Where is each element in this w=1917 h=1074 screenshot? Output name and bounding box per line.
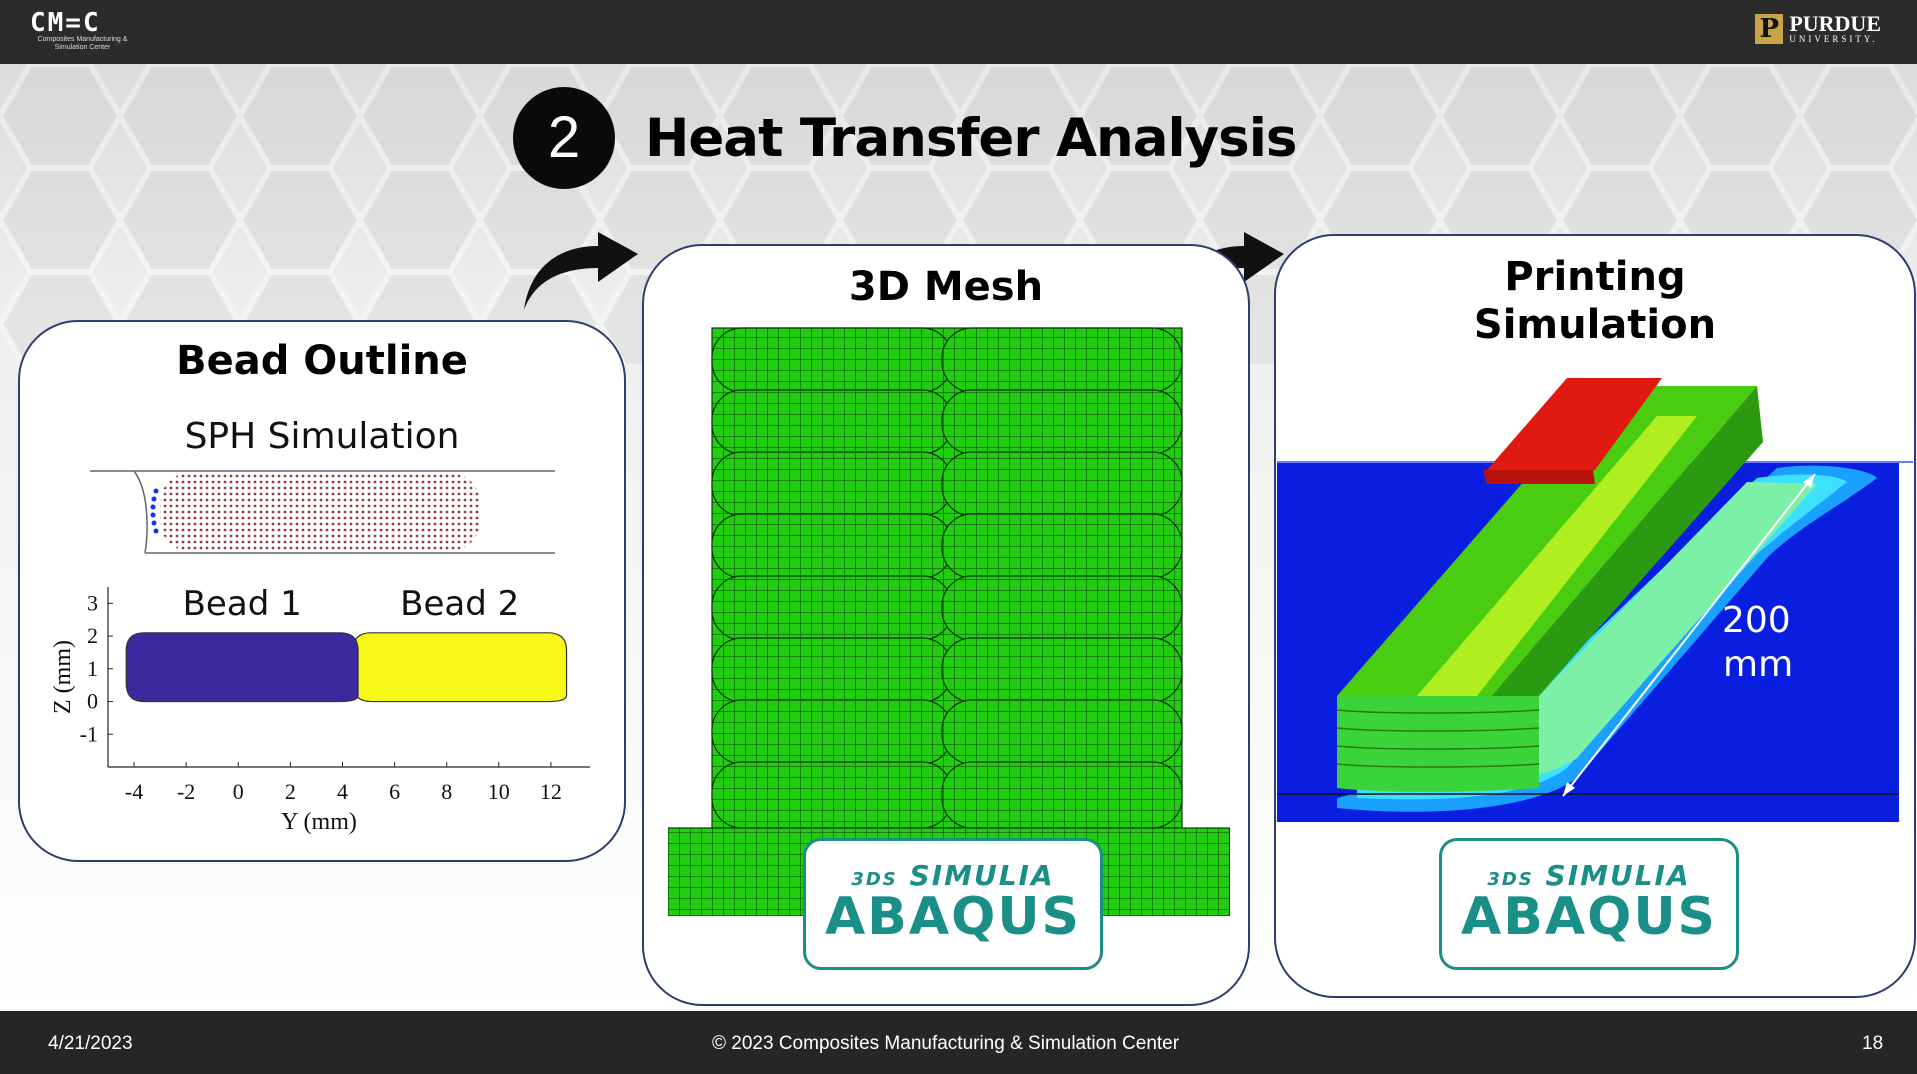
mesh-image [668,327,1230,916]
y-tick-label: -1 [80,721,98,746]
x-tick-label: 0 [233,779,244,804]
cmsc-logo-mark: CM=C [30,8,101,38]
panel-title-line2: Simulation [1473,302,1717,348]
header-bar: CM=C Composites Manufacturing & Simulati… [0,0,1917,64]
footer-date: 4/21/2023 [48,1033,133,1054]
arrow-icon [524,232,638,310]
sph-simulation-label: SPH Simulation [184,416,460,457]
purdue-p-icon: P [1755,14,1784,44]
x-tick-label: 2 [285,779,296,804]
3ds-icon: 3DS [851,869,898,890]
x-tick-label: 4 [337,779,348,804]
purdue-university: UNIVERSITY. [1789,34,1878,44]
purdue-name: PURDUE [1789,11,1881,36]
x-tick-label: 12 [540,779,562,804]
x-tick-label: 10 [488,779,510,804]
dimension-unit: mm [1723,644,1794,685]
bead-2-shape [352,632,568,703]
panel-title: 3D Mesh [848,264,1044,310]
cmsc-logo-subtitle: Composites Manufacturing & Simulation Ce… [37,36,128,51]
abaqus-wordmark: ABAQUS [1460,887,1717,947]
x-tick-label: -2 [177,779,195,804]
panel-title-line1: Printing [1504,254,1686,300]
footer-bar: 4/21/2023 © 2023 Composites Manufacturin… [0,1011,1917,1074]
y-tick-label: 2 [87,623,98,648]
y-axis-label: Z (mm) [50,640,76,714]
slide-number: 18 [1862,1033,1884,1054]
abaqus-logo: 3DS SIMULIA ABAQUS [1439,838,1739,970]
x-axis-label: Y (mm) [281,809,357,835]
arrow-icon [1170,232,1284,310]
purdue-logo: P PURDUE UNIVERSITY. [1755,11,1881,44]
cmsc-logo: CM=C Composites Manufacturing & Simulati… [30,10,135,52]
bead-1-shape [125,632,359,703]
simulia-wordmark: 3DS SIMULIA [1487,859,1691,892]
x-tick-label: 6 [389,779,400,804]
series-label: Bead 2 [400,584,519,624]
footer-copyright: © 2023 Composites Manufacturing & Simula… [712,1033,1180,1054]
y-tick-label: 0 [87,689,98,714]
y-tick-label: 1 [87,656,98,681]
3ds-icon: 3DS [1487,869,1534,890]
step-number-badge: 2 [513,87,615,189]
simulia-wordmark: 3DS SIMULIA [851,859,1055,892]
page-title: Heat Transfer Analysis [645,108,1297,169]
y-tick-label: 3 [87,590,98,615]
panel-title: Bead Outline [176,338,468,384]
x-tick-label: -4 [125,779,143,804]
abaqus-logo: 3DS SIMULIA ABAQUS [803,838,1103,970]
x-tick-label: 8 [441,779,452,804]
series-label: Bead 1 [183,584,302,624]
abaqus-wordmark: ABAQUS [824,887,1081,947]
bead-outline-panel: Bead Outline SPH Simulation -4 -2 0 2 4 6 8 10 1… [18,320,626,862]
thermal-simulation-image [1277,378,1913,822]
dimension-value: 200 [1722,600,1791,641]
sph-particle-image [90,470,555,554]
